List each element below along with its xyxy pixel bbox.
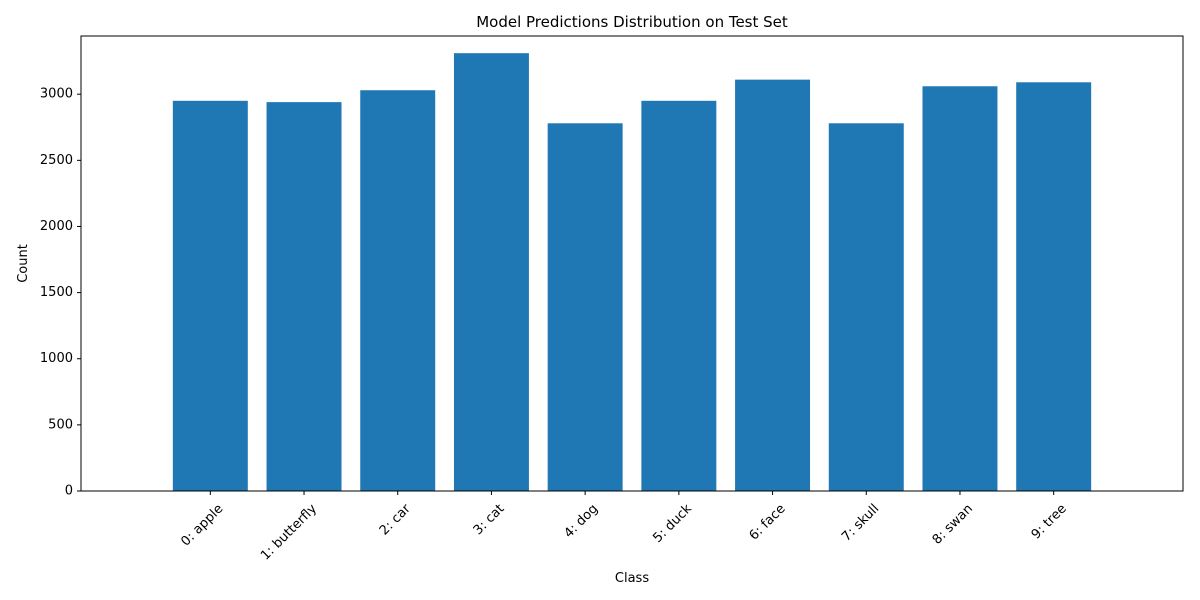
chart-title: Model Predictions Distribution on Test S… bbox=[476, 13, 788, 31]
y-tick-label-3: 1500 bbox=[40, 285, 73, 300]
y-tick-label-0: 0 bbox=[65, 484, 73, 499]
x-tick-label-2: 2: car bbox=[377, 501, 414, 538]
y-tick-label-4: 2000 bbox=[40, 219, 73, 234]
bar-4 bbox=[547, 123, 623, 491]
x-axis: 0: apple 1: butterfly 2: car 3: cat 4: dog 5:… bbox=[178, 491, 1070, 563]
bar-0 bbox=[172, 100, 248, 492]
x-tick-label-8: 8: swan bbox=[930, 501, 976, 547]
plot-frame bbox=[80, 35, 1184, 492]
y-axis: 0 500 1000 1500 2000 2500 3000 bbox=[40, 87, 81, 499]
y-tick-label-5: 2500 bbox=[40, 153, 73, 168]
bar-3 bbox=[453, 53, 529, 492]
x-tick-label-1: 1: butterfly bbox=[258, 501, 320, 563]
bar-9 bbox=[1016, 82, 1092, 491]
bar-7 bbox=[828, 123, 904, 491]
x-axis-label: Class bbox=[615, 571, 649, 586]
bar-8 bbox=[922, 86, 998, 491]
x-tick-label-4: 4: dog bbox=[561, 501, 601, 541]
bar-5 bbox=[641, 100, 717, 492]
x-tick-label-6: 6: face bbox=[747, 501, 789, 543]
bar-6 bbox=[735, 79, 811, 491]
bar-1 bbox=[266, 102, 342, 491]
bars-group bbox=[172, 53, 1092, 492]
x-tick-label-3: 3: cat bbox=[471, 501, 508, 538]
x-tick-label-9: 9: tree bbox=[1029, 501, 1070, 542]
x-tick-label-7: 7: skull bbox=[839, 501, 882, 544]
y-tick-label-2: 1000 bbox=[40, 351, 73, 366]
y-axis-label: Count bbox=[16, 244, 31, 283]
x-tick-label-5: 5: duck bbox=[650, 501, 695, 546]
x-tick-label-0: 0: apple bbox=[178, 501, 226, 549]
y-tick-label-1: 500 bbox=[48, 417, 73, 432]
bar-2 bbox=[360, 90, 436, 492]
y-tick-label-6: 3000 bbox=[40, 87, 73, 102]
